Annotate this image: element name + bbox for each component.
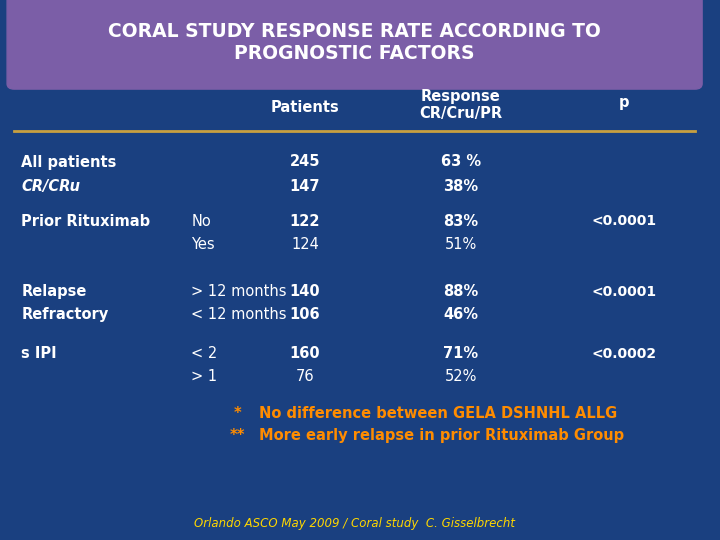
Text: 245: 245 — [289, 154, 320, 170]
Text: *: * — [234, 406, 241, 421]
Text: Patients: Patients — [271, 100, 339, 116]
Text: 160: 160 — [289, 346, 320, 361]
FancyBboxPatch shape — [7, 0, 702, 89]
Text: 63 %: 63 % — [441, 154, 481, 170]
Text: 51%: 51% — [445, 237, 477, 252]
Text: > 1: > 1 — [192, 369, 217, 384]
Text: <0.0002: <0.0002 — [592, 347, 657, 361]
Text: Refractory: Refractory — [22, 307, 109, 322]
Text: <0.0001: <0.0001 — [592, 214, 657, 228]
Text: No difference between GELA DSHNHL ALLG: No difference between GELA DSHNHL ALLG — [259, 406, 617, 421]
Text: Relapse: Relapse — [22, 284, 86, 299]
Text: <0.0001: <0.0001 — [592, 285, 657, 299]
Text: Prior Rituximab: Prior Rituximab — [22, 214, 150, 229]
Text: Yes: Yes — [192, 237, 215, 252]
Text: 106: 106 — [289, 307, 320, 322]
Text: 71%: 71% — [444, 346, 479, 361]
Text: Response
CR/Cru/PR: Response CR/Cru/PR — [420, 89, 503, 122]
Text: 140: 140 — [289, 284, 320, 299]
Text: 52%: 52% — [445, 369, 477, 384]
Text: < 12 months: < 12 months — [192, 307, 287, 322]
Text: Orlando ASCO May 2009 / Coral study  C. Gisselbrecht: Orlando ASCO May 2009 / Coral study C. G… — [194, 517, 515, 530]
Text: > 12 months: > 12 months — [192, 284, 287, 299]
Text: 38%: 38% — [444, 179, 479, 194]
Text: CORAL STUDY RESPONSE RATE ACCORDING TO
PROGNOSTIC FACTORS: CORAL STUDY RESPONSE RATE ACCORDING TO P… — [108, 22, 601, 63]
Text: < 2: < 2 — [192, 346, 217, 361]
Text: **: ** — [230, 428, 246, 443]
Text: 147: 147 — [289, 179, 320, 194]
Text: 46%: 46% — [444, 307, 479, 322]
Text: 124: 124 — [291, 237, 319, 252]
Text: 83%: 83% — [444, 214, 479, 229]
Text: 88%: 88% — [444, 284, 479, 299]
Text: All patients: All patients — [22, 154, 117, 170]
Text: s IPI: s IPI — [22, 346, 57, 361]
Text: p: p — [619, 95, 629, 110]
Text: No: No — [192, 214, 211, 229]
Text: More early relapse in prior Rituximab Group: More early relapse in prior Rituximab Gr… — [259, 428, 624, 443]
Text: 76: 76 — [296, 369, 314, 384]
Text: 122: 122 — [289, 214, 320, 229]
Text: CR/CRu: CR/CRu — [22, 179, 80, 194]
